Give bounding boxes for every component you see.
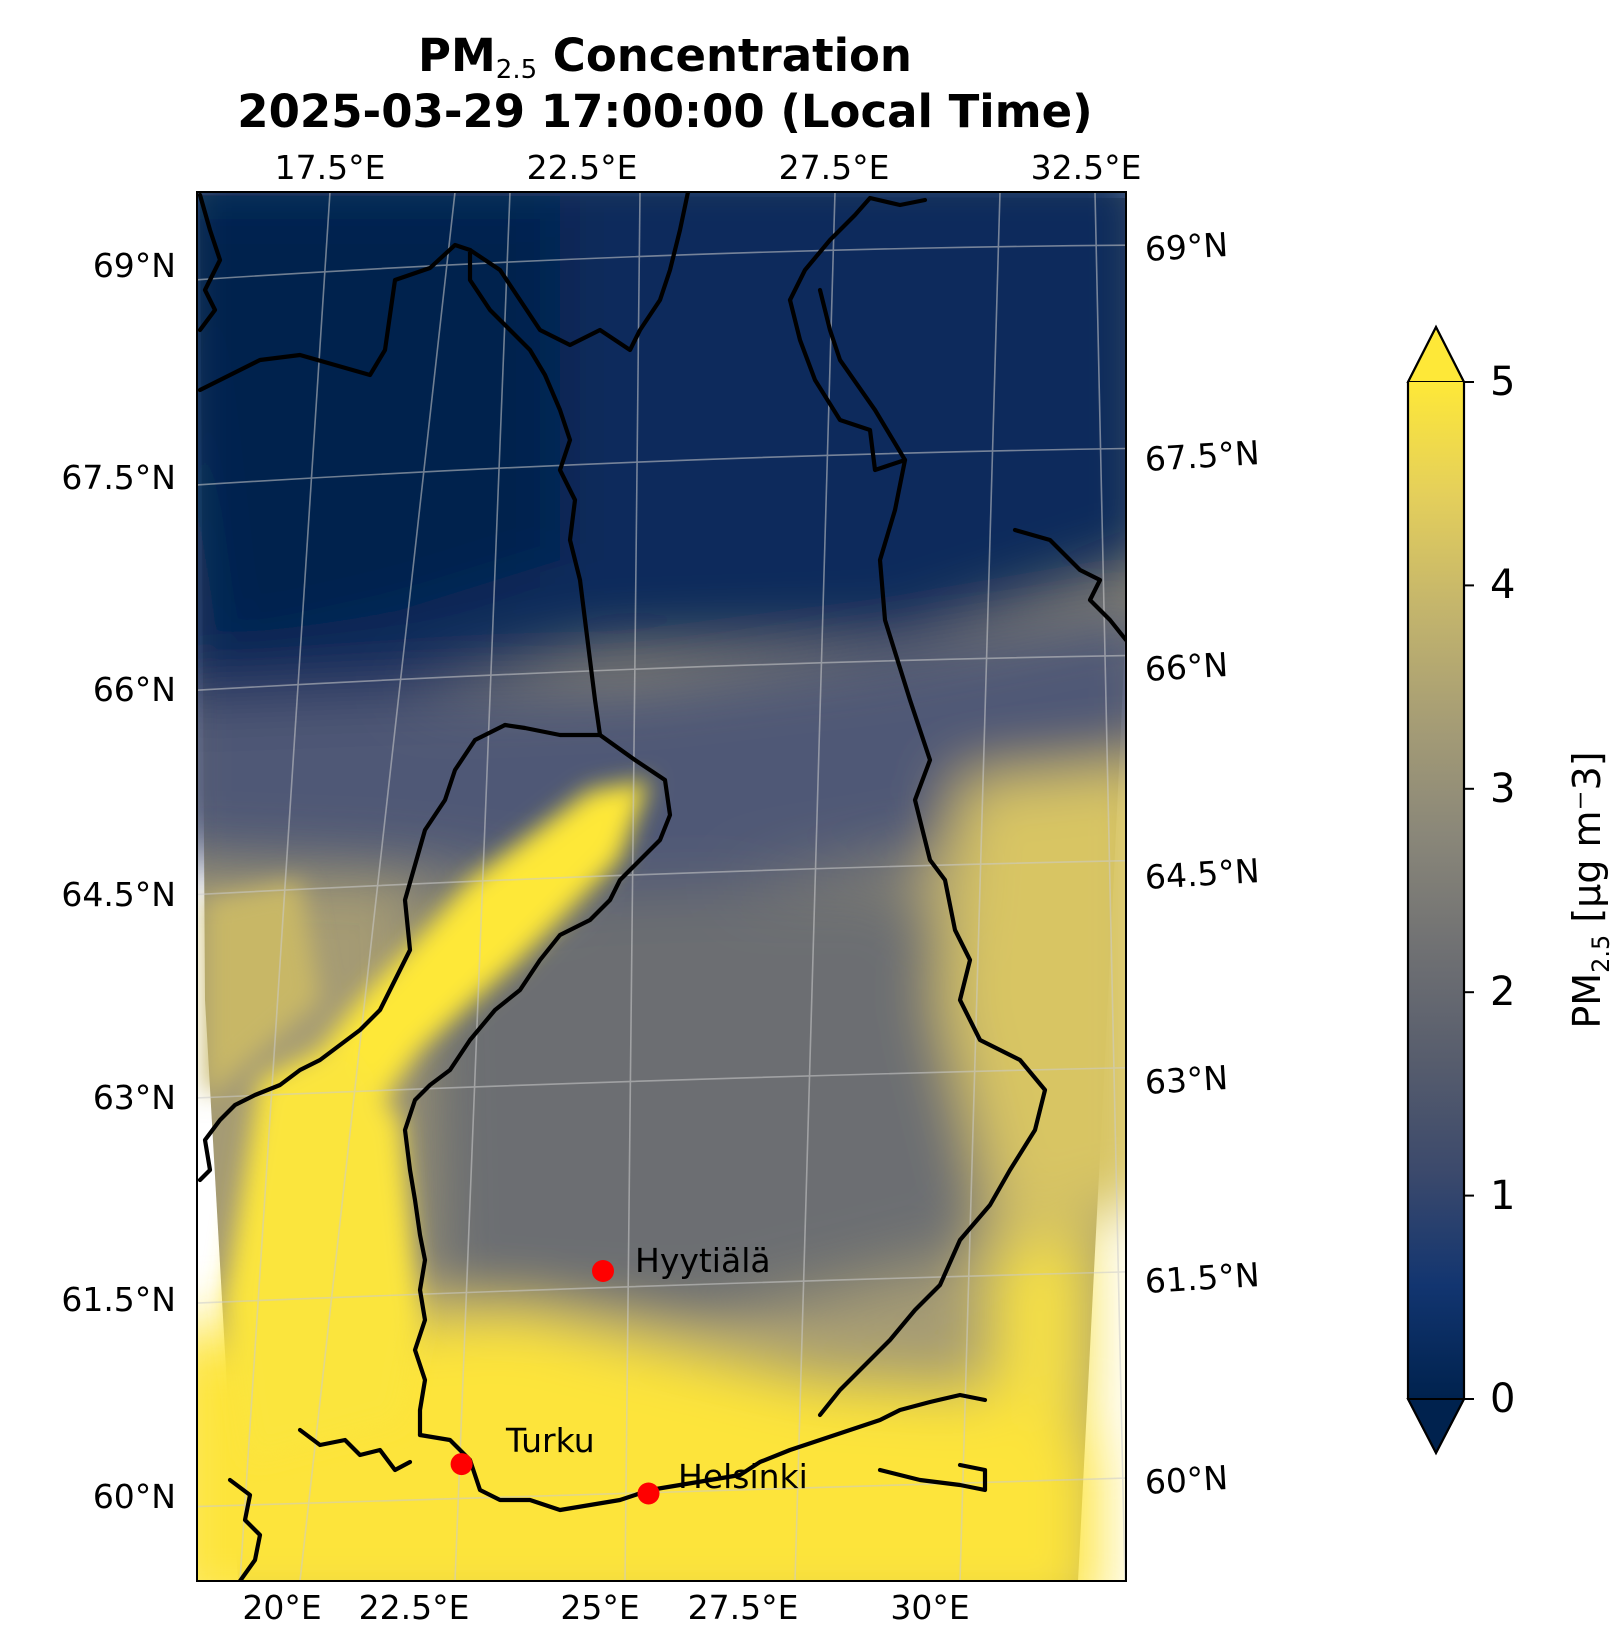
norway-west-coast (197, 192, 223, 333)
parallel-69 (197, 244, 1126, 281)
colorbar-label: PM2.5 [µg m⁻3] (1565, 751, 1615, 1028)
field-central-grey (420, 880, 1000, 1320)
meridian-17-5 (239, 192, 331, 1581)
lon-tick-top-27-5: 27.5°E (778, 148, 890, 187)
colorbar-label-subscript: 2.5 (1586, 934, 1615, 973)
meridian-27-5 (794, 192, 836, 1581)
lon-tick-top-22-5: 22.5°E (526, 148, 638, 187)
field-northwest-lowest (197, 200, 560, 650)
site-marker-hyytil (592, 1260, 614, 1282)
colorbar-extend-max (1406, 324, 1466, 383)
parallel-66 (197, 654, 1126, 692)
title-datetime: 2025-03-29 17:00:00 (Local Time) (237, 85, 1093, 138)
title-prefix: PM (418, 29, 496, 82)
title-suffix: Concentration (537, 29, 912, 82)
gulf-bothnia-east-coast (402, 732, 673, 1438)
gulf-bothnia-west-coast (197, 722, 508, 1183)
parallel-61-5 (197, 1271, 1126, 1304)
map-title: PM2.5 Concentration 2025-03-29 17:00:00 … (150, 28, 1180, 140)
lat-tick-left-67-5: 67.5°N (61, 458, 176, 497)
lat-tick-left-69: 69°N (92, 246, 176, 285)
colorbar-extend-min (1406, 1398, 1466, 1456)
site-marker-helsinki (637, 1482, 660, 1505)
graticule (197, 192, 1126, 1581)
lon-tick-top-17-5: 17.5°E (274, 148, 386, 187)
lon-tick-top-32-5: 32.5°E (1030, 148, 1142, 187)
finland-east-north (787, 297, 908, 473)
field-bothnia-coast-west (205, 880, 320, 1100)
site-label-hyytiala: Hyytiälä (635, 1241, 771, 1280)
lat-tick-left-66: 66°N (92, 670, 176, 709)
lat-tick-left-64-5: 64.5°N (61, 875, 176, 914)
finland-norway-border (467, 192, 691, 353)
site-markers (450, 1260, 660, 1505)
meridian-32-5 (1094, 192, 1126, 1581)
meridian-30 (959, 192, 1001, 1581)
colorbar-label-prefix: PM (1565, 972, 1610, 1029)
lat-tick-left-63: 63°N (92, 1078, 176, 1117)
colorbar-tick-5: 5 (1490, 359, 1516, 405)
colorbar-tick-4: 4 (1490, 562, 1516, 608)
lat-tick-left-60: 60°N (92, 1477, 176, 1516)
lat-tick-left-61-5: 61.5°N (61, 1280, 176, 1319)
meridian-22-5 (454, 192, 511, 1581)
colorbar-gradient (1408, 382, 1464, 1399)
field-east-yellow (940, 763, 1126, 1240)
norway-russia-border (787, 195, 928, 303)
parallel-67-5 (197, 447, 1126, 486)
colorbar-tick-2: 2 (1490, 969, 1516, 1015)
site-marker-turku (450, 1453, 473, 1476)
finland-russia-border (817, 287, 1048, 1418)
lon-tick-bottom-20: 20°E (242, 1588, 322, 1627)
gulf-finland-north-coast (417, 1392, 988, 1513)
meridian-25 (624, 192, 641, 1581)
map-frame (196, 191, 1127, 1582)
title-subscript: 2.5 (495, 55, 538, 85)
meridian-20 (299, 192, 456, 1581)
colorbar-label-suffix: [µg m⁻3] (1565, 751, 1610, 935)
colorbar-tick-0: 0 (1490, 1376, 1516, 1422)
field-southeast-bright (990, 1230, 1090, 1420)
lon-tick-bottom-27-5: 27.5°E (687, 1588, 799, 1627)
concentration-field (197, 192, 1126, 1581)
aland-archipelago (297, 1427, 413, 1473)
lon-tick-bottom-30: 30°E (890, 1588, 970, 1627)
sweden-north-coast (502, 722, 603, 738)
lon-tick-bottom-22-5: 22.5°E (358, 1588, 470, 1627)
kola-coast (1012, 527, 1126, 643)
lon-tick-bottom-25: 25°E (560, 1588, 640, 1627)
gulf-finland-south-coast (877, 1462, 988, 1493)
site-label-helsinki: Helsinki (678, 1457, 808, 1496)
site-label-turku: Turku (506, 1421, 595, 1460)
finland-sweden-border (197, 242, 603, 738)
sweden-southwest-coast (227, 1477, 263, 1581)
colorbar-tick-1: 1 (1490, 1173, 1516, 1219)
parallel-64-5 (197, 859, 1126, 896)
colorbar-tick-3: 3 (1490, 766, 1516, 812)
colorbar-tick-marks (1464, 381, 1474, 1400)
parallel-63 (197, 1066, 1126, 1099)
field-bothnia-south (225, 1040, 420, 1460)
borders-coastlines (197, 192, 1126, 1581)
